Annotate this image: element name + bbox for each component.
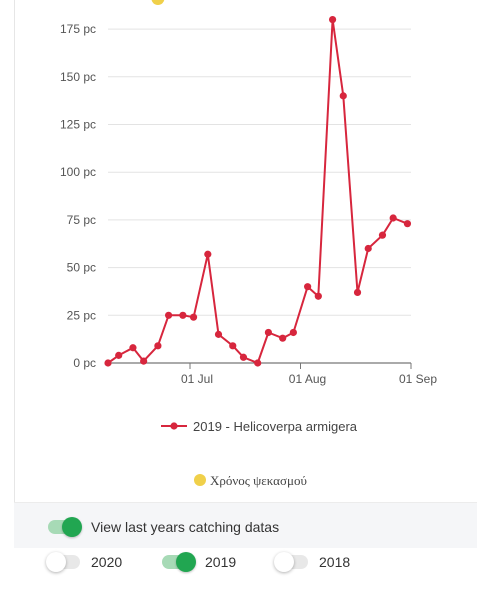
chart-card-footer: View last years catching datas (14, 502, 477, 548)
data-point (179, 311, 187, 319)
toggle-knob (46, 552, 66, 572)
y-tick-label: 25 pc (67, 308, 96, 322)
y-tick-label: 175 pc (60, 22, 96, 36)
data-point (289, 328, 297, 337)
data-point (204, 250, 212, 258)
last-years-toggle[interactable] (48, 517, 82, 537)
year-label-2018: 2018 (319, 554, 351, 570)
y-tick-label: 75 pc (67, 213, 96, 227)
y-tick-label: 0 pc (73, 356, 96, 370)
y-tick-label: 100 pc (60, 165, 96, 179)
year-label-2020: 2020 (91, 554, 123, 570)
data-point (189, 313, 198, 321)
marker-legend-label: Χρόνος ψεκασμού (210, 473, 307, 488)
data-point (254, 359, 262, 367)
year-toggle-2019[interactable] (162, 552, 196, 572)
data-point (378, 231, 387, 239)
data-point (140, 357, 148, 365)
data-point (339, 92, 347, 100)
data-point (279, 334, 287, 342)
data-point (403, 220, 412, 228)
y-tick-label: 150 pc (60, 70, 96, 84)
data-point (239, 353, 248, 361)
toggle-knob (62, 517, 82, 537)
data-point (304, 283, 312, 291)
series-line (107, 18, 408, 364)
chart-card: 0 pc 25 pc 50 pc 75 pc 100 pc 125 pc 150 pc 175… (14, 0, 477, 548)
data-point (353, 288, 362, 296)
year-label-2019: 2019 (205, 554, 237, 570)
data-point (129, 344, 137, 352)
data-point (115, 351, 123, 359)
y-tick-label: 50 pc (67, 261, 96, 275)
catch-chart: 0 pc 25 pc 50 pc 75 pc 100 pc 125 pc 150 pc 175… (60, 0, 437, 488)
marker-legend-dot (194, 474, 206, 486)
x-tick-label: 01 Jul (181, 372, 213, 386)
data-point (229, 342, 237, 350)
data-point (328, 15, 337, 24)
data-point (314, 292, 322, 300)
data-point (389, 214, 397, 222)
toggle-knob (176, 552, 196, 572)
spray-time-marker (151, 0, 165, 6)
data-point (154, 342, 162, 350)
data-point (214, 330, 223, 338)
year-toggle-2018[interactable] (274, 552, 308, 572)
data-point (165, 311, 173, 319)
data-point (364, 244, 372, 253)
data-point (264, 328, 273, 337)
year-toggle-2020[interactable] (46, 552, 80, 572)
toggle-knob (274, 552, 294, 572)
legend-dot (170, 422, 178, 430)
legend-label: 2019 - Helicoverpa armigera (193, 419, 358, 434)
x-tick-label: 01 Aug (289, 372, 326, 386)
y-tick-label: 125 pc (60, 117, 96, 131)
last-years-label: View last years catching datas (91, 519, 280, 535)
x-tick-label: 01 Sep (399, 372, 437, 386)
data-point (104, 359, 112, 367)
